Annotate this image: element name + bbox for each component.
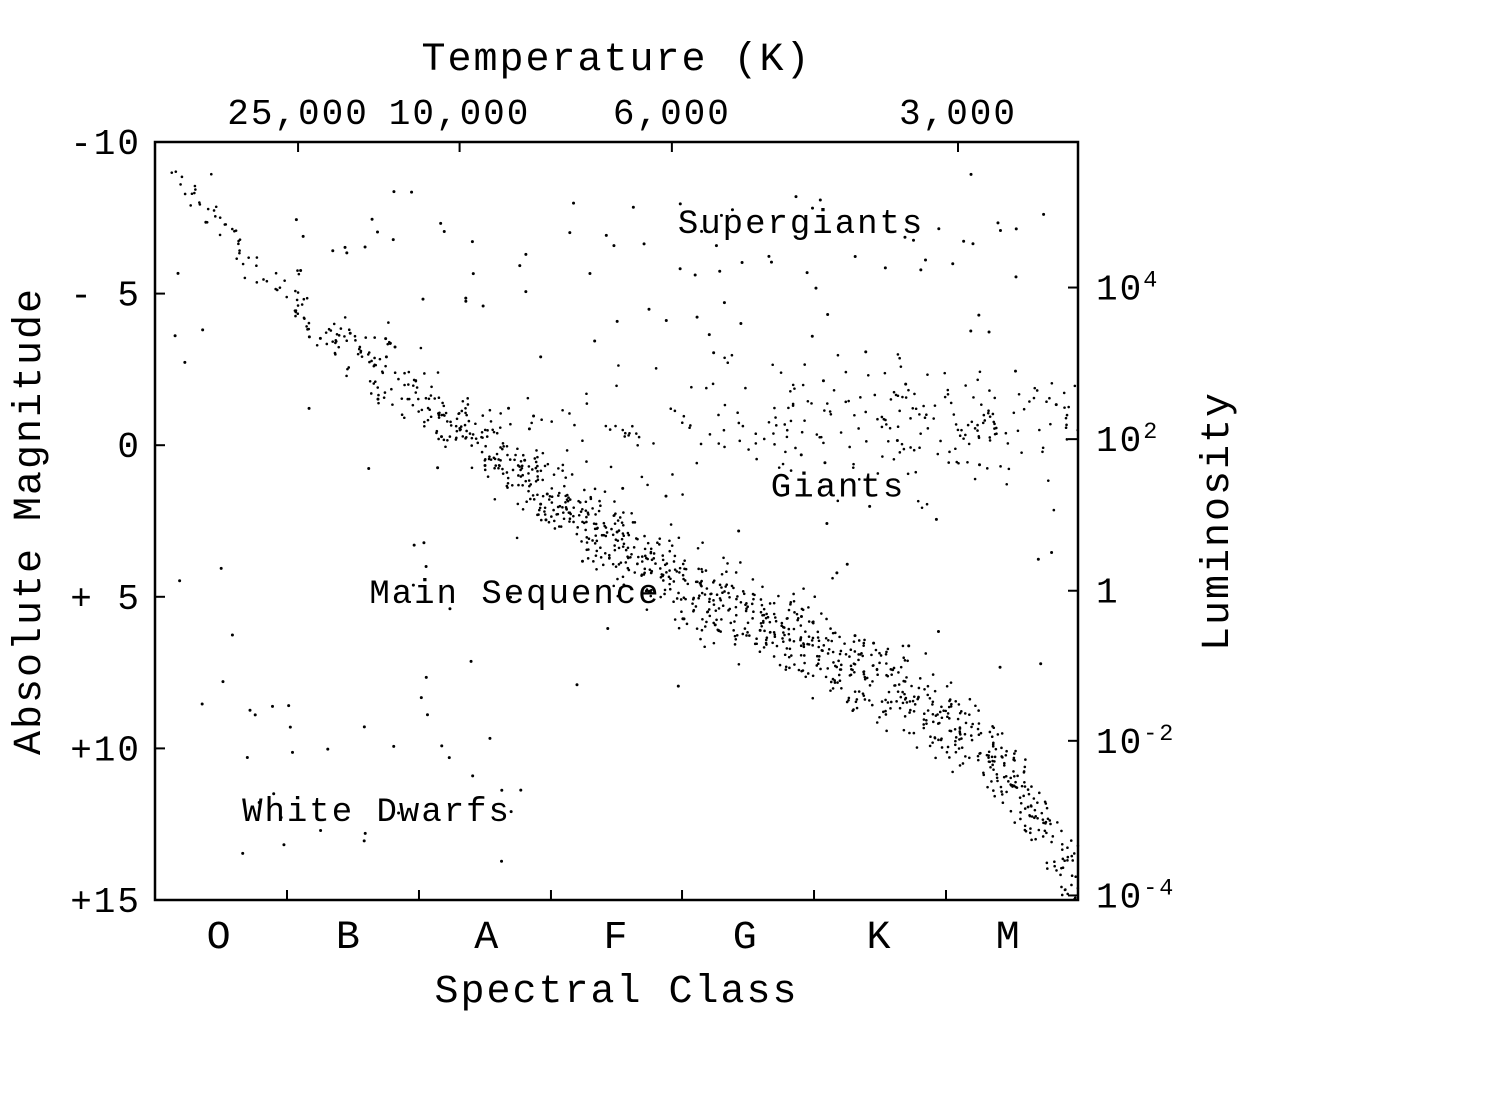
region-label: Giants bbox=[771, 470, 905, 508]
spectral-class-tick: A bbox=[474, 916, 500, 961]
x-axis-top-title: Temperature (K) bbox=[421, 38, 811, 83]
x-axis-bottom-title: Spectral Class bbox=[434, 970, 798, 1015]
abs-mag-tick: - 5 bbox=[70, 276, 141, 317]
abs-mag-tick: -10 bbox=[70, 124, 141, 165]
region-label: White Dwarfs bbox=[242, 794, 511, 832]
temperature-tick: 25,000 bbox=[227, 94, 369, 135]
luminosity-tick: 1 bbox=[1096, 573, 1120, 614]
hr-diagram-container: { "chart": { "type": "scatter", "width":… bbox=[0, 0, 1492, 1096]
spectral-class-tick: K bbox=[867, 916, 893, 961]
abs-mag-tick: +15 bbox=[70, 882, 141, 923]
spectral-class-tick: G bbox=[733, 916, 759, 961]
spectral-class-tick: O bbox=[207, 916, 233, 961]
temperature-tick: 10,000 bbox=[389, 94, 531, 135]
spectral-class-tick: F bbox=[603, 916, 629, 961]
temperature-tick: 6,000 bbox=[613, 94, 731, 135]
temperature-tick: 3,000 bbox=[899, 94, 1017, 135]
abs-mag-tick: 0 bbox=[117, 427, 141, 468]
y-axis-left-title: Absolute Magnitude bbox=[8, 287, 53, 755]
region-label: Main Sequence bbox=[369, 576, 660, 614]
hr-diagram: O B A F G K M Spectral Class 25,000 10,000 6,000 3,… bbox=[0, 0, 1492, 1096]
y-axis-right-title: Luminosity bbox=[1196, 391, 1241, 651]
spectral-class-tick: M bbox=[996, 916, 1022, 961]
abs-mag-tick: + 5 bbox=[70, 579, 141, 620]
region-label: Supergiants bbox=[678, 206, 924, 244]
abs-mag-tick: +10 bbox=[70, 730, 141, 771]
spectral-class-tick: B bbox=[336, 916, 362, 961]
